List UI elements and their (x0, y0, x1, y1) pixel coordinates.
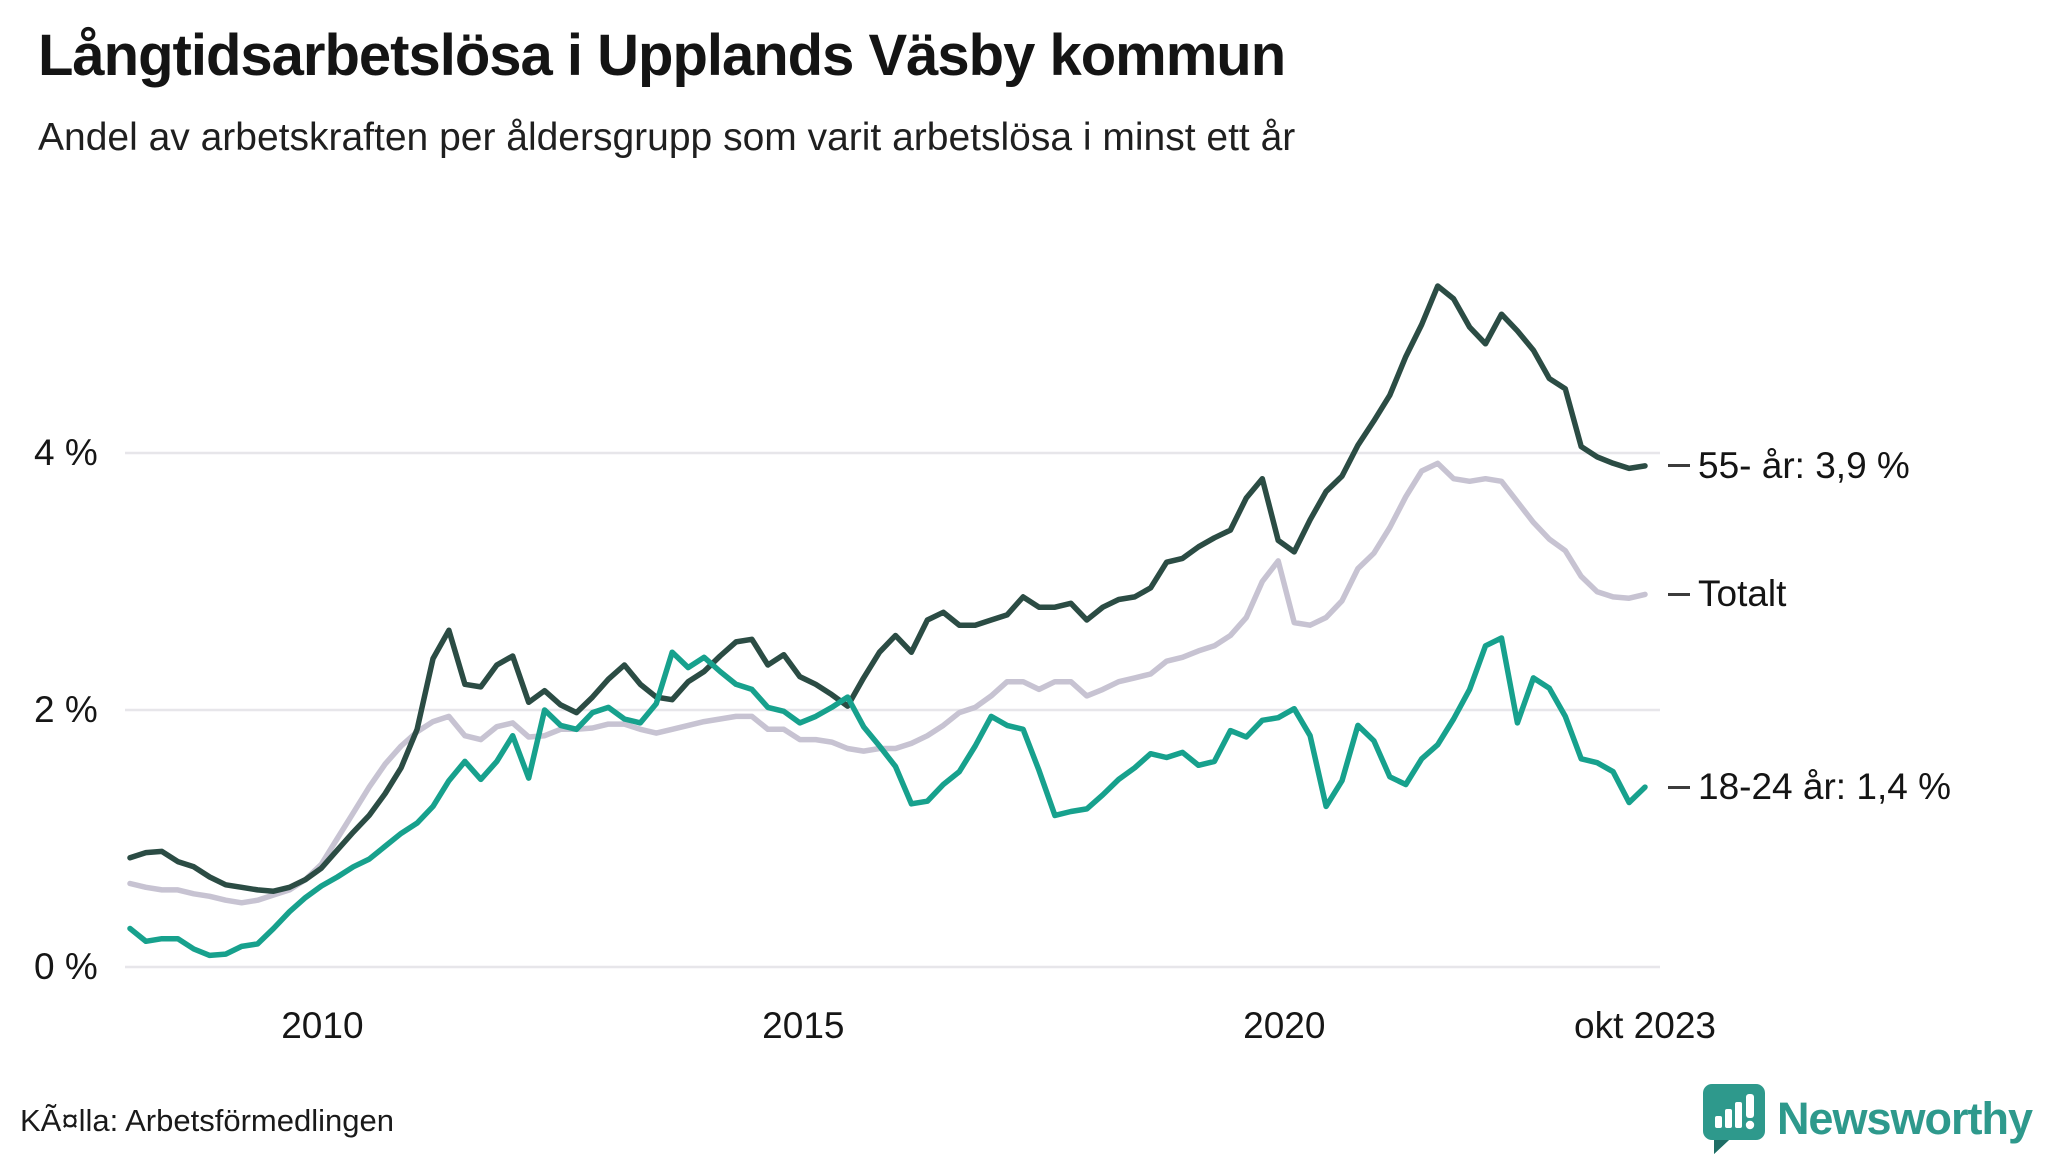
source-note: KÃ¤lla: Arbetsförmedlingen (20, 1103, 394, 1138)
series-end-label-text: 18-24 år: 1,4 % (1698, 766, 1951, 808)
x-tick-label: okt 2023 (1574, 1005, 1716, 1046)
series-end-label-age1824: 18-24 år: 1,4 % (1668, 766, 1951, 808)
newsworthy-icon (1702, 1084, 1765, 1154)
page-title: Långtidsarbetslösa i Upplands Väsby komm… (38, 23, 1286, 88)
series-end-label-total: Totalt (1668, 573, 1786, 615)
y-tick-label: 0 % (34, 946, 98, 987)
series-end-label-age55: 55- år: 3,9 % (1668, 445, 1910, 487)
x-tick-label: 2020 (1243, 1005, 1326, 1046)
series-line-total (127, 460, 1648, 906)
x-tick-label: 2010 (281, 1005, 364, 1046)
label-tick-dash (1668, 785, 1690, 789)
series-line-age55 (127, 283, 1648, 894)
brand-logo: Newsworthy (1701, 1082, 2033, 1156)
y-tick-label: 4 % (34, 432, 98, 473)
series-end-label-text: Totalt (1698, 573, 1787, 615)
label-tick-dash (1668, 592, 1690, 596)
y-tick-label: 2 % (34, 689, 98, 730)
series-line-age1824 (127, 635, 1648, 959)
x-tick-label: 2015 (762, 1005, 845, 1046)
series-end-label-text: 55- år: 3,9 % (1698, 444, 1910, 486)
page-subtitle: Andel av arbetskraften per åldersgrupp s… (38, 116, 1296, 159)
label-tick-dash (1668, 464, 1690, 468)
brand-name: Newsworthy (1776, 1093, 2033, 1144)
